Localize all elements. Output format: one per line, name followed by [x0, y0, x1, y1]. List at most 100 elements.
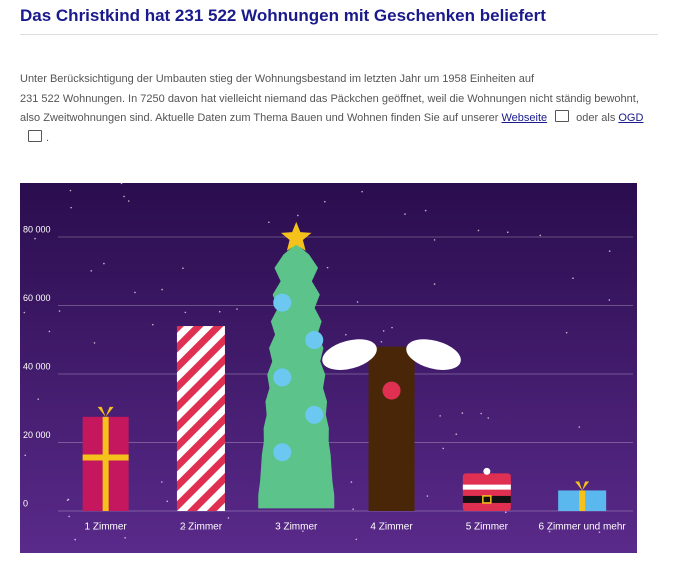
star-dot [74, 538, 76, 541]
star-dot [404, 213, 406, 215]
star-dot [424, 209, 427, 212]
y-tick-label: 80 000 [23, 224, 51, 234]
link[interactable]: OGD [618, 112, 644, 124]
star-dot [166, 500, 169, 503]
x-tick-label: 3 Zimmer [275, 522, 318, 533]
star-dot [227, 517, 230, 519]
x-tick-label: 5 Zimmer [466, 522, 509, 533]
star-dot [355, 538, 358, 541]
ribbon [102, 416, 109, 511]
star-dot [90, 270, 93, 272]
divider [20, 34, 658, 35]
star-dot [24, 454, 27, 457]
star-dot [23, 311, 26, 314]
text-line: Unter Berücksichtigung der Umbauten stie… [20, 73, 535, 85]
buckle [482, 495, 492, 504]
star-dot [268, 221, 270, 224]
x-tick-label: 4 Zimmer [370, 522, 413, 533]
star-dot [70, 206, 72, 209]
ornament [273, 368, 292, 387]
star-dot [426, 495, 429, 497]
bow [575, 481, 590, 491]
belt [462, 495, 511, 503]
star-dot [297, 214, 299, 217]
antler [322, 339, 377, 370]
star-dot [68, 515, 70, 518]
ribbon [82, 454, 129, 461]
paragraph: Unter Berücksichtigung der Umbauten stie… [20, 70, 670, 148]
star-dot [236, 308, 238, 310]
star-dot [382, 330, 385, 332]
star-dot [151, 323, 154, 326]
star-dot [506, 231, 509, 233]
y-tick-label: 60 000 [23, 293, 51, 303]
star-dot [48, 330, 51, 333]
star-dot [120, 183, 123, 185]
ornament [273, 443, 292, 462]
ornament [273, 293, 292, 312]
star-dot [93, 342, 96, 344]
star-dot [487, 417, 490, 419]
text: oder als [573, 112, 619, 124]
star-dot [183, 526, 186, 529]
fur [462, 484, 511, 490]
antler [406, 339, 461, 370]
star-dot [184, 311, 187, 314]
star-dot [123, 195, 125, 198]
star-dot [578, 426, 581, 428]
external-icon [555, 110, 570, 122]
star-dot [127, 200, 130, 202]
text-line: 231 522 Wohnungen. In 7250 davon hat vie… [20, 92, 639, 105]
star-dot [134, 291, 136, 294]
star-dot [302, 530, 304, 532]
y-tick-label: 20 000 [23, 430, 51, 440]
star-dot [356, 301, 359, 303]
star-dot [504, 511, 507, 514]
link[interactable]: Webseite [501, 112, 548, 124]
bar [462, 473, 511, 511]
star-dot [608, 299, 611, 301]
star-dot [352, 508, 354, 510]
star-dot [565, 331, 568, 334]
star-dot [361, 190, 363, 193]
star-dot [548, 530, 551, 533]
ornament [305, 405, 324, 424]
title: Das Christkind hat 231 522 Wohnungen mit… [20, 6, 546, 25]
star-dot [345, 333, 347, 336]
bow [97, 406, 114, 417]
text-line: also Zweitwohnungen sind. Aktuelle Daten… [20, 109, 670, 129]
ribbon [579, 490, 586, 511]
tree-star [281, 221, 312, 251]
star-dot [480, 412, 482, 415]
star-dot [391, 326, 393, 329]
y-tick-label: 40 000 [23, 361, 51, 371]
star-dot [103, 262, 105, 265]
star-dot [37, 398, 40, 400]
star-dot [539, 234, 542, 237]
text: also Zweitwohnungen sind. Aktuelle Daten… [20, 112, 502, 124]
star-dot [608, 250, 611, 252]
star-dot [433, 239, 436, 241]
star-dot [442, 447, 444, 450]
star-dot [161, 288, 163, 291]
star-dot [324, 200, 326, 203]
y-tick-label: 0 [23, 498, 28, 508]
star-dot [161, 481, 163, 483]
star-dot [182, 267, 184, 270]
star-dot [439, 415, 441, 417]
pompom [483, 467, 491, 475]
star-dot [598, 531, 601, 533]
star-dot [58, 310, 61, 312]
text: . [46, 131, 50, 144]
star-dot [461, 412, 464, 414]
star-dot [69, 189, 72, 192]
chart: 0 20 000 40 000 60 000 80 000 1 Zimmer 2 Zimme… [20, 183, 637, 553]
bar [368, 346, 415, 511]
x-tick-label: 6 Zimmer und mehr [539, 522, 627, 533]
x-tick-label: 2 Zimmer [180, 522, 223, 533]
x-tick-label: 1 Zimmer [85, 522, 128, 533]
bar [176, 326, 225, 511]
star-dot [433, 283, 436, 285]
ornament [305, 331, 324, 350]
